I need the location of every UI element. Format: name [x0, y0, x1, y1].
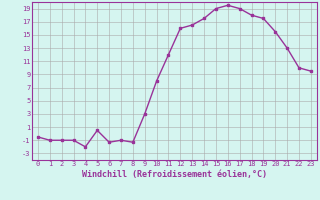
X-axis label: Windchill (Refroidissement éolien,°C): Windchill (Refroidissement éolien,°C) [82, 170, 267, 179]
